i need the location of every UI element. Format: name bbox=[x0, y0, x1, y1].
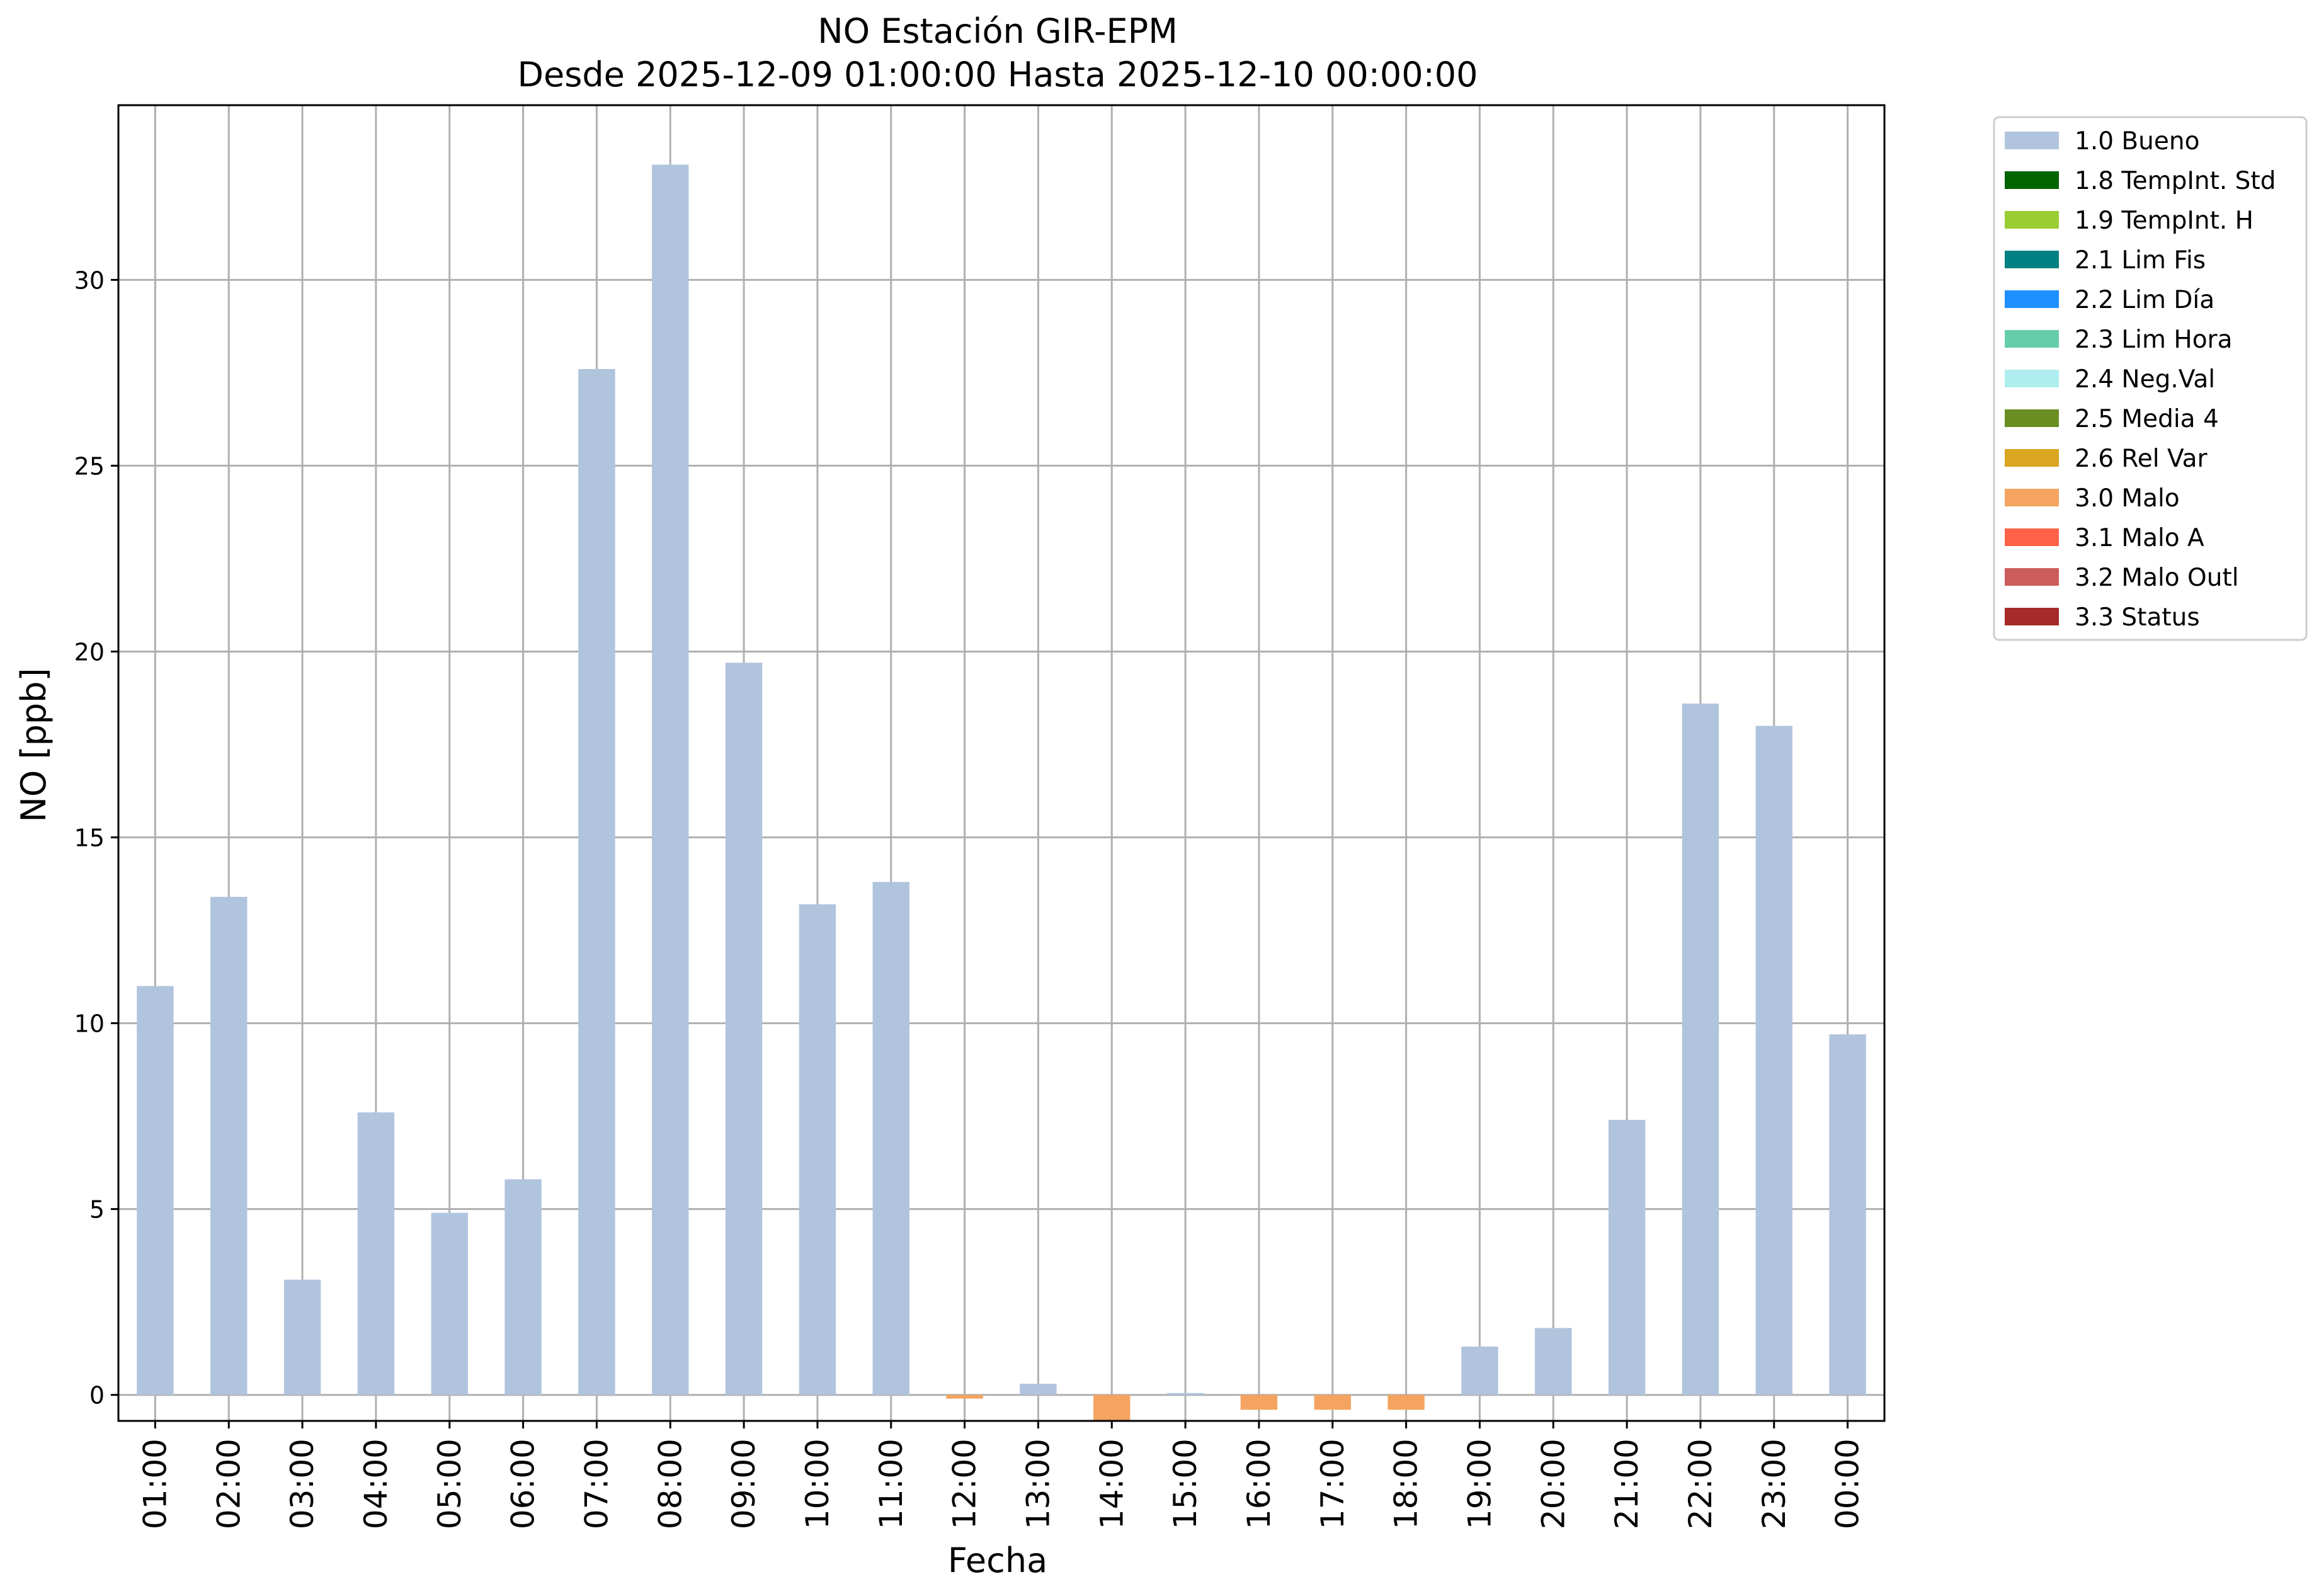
legend-swatch bbox=[2005, 568, 2059, 586]
x-tick-label: 22:00 bbox=[1682, 1439, 1719, 1529]
bar bbox=[357, 1112, 395, 1395]
x-tick-label: 19:00 bbox=[1461, 1439, 1498, 1529]
bar bbox=[431, 1212, 468, 1395]
legend-box bbox=[1993, 116, 2308, 641]
x-axis-label: Fecha bbox=[948, 1541, 1047, 1580]
x-tick-label: 18:00 bbox=[1388, 1439, 1425, 1529]
x-tick-label: 13:00 bbox=[1020, 1439, 1056, 1529]
legend-swatch bbox=[2005, 370, 2059, 387]
x-tick-label: 14:00 bbox=[1093, 1439, 1130, 1529]
legend-label: 2.3 Lim Hora bbox=[2075, 326, 2233, 354]
bar bbox=[283, 1279, 321, 1395]
x-tick-label: 01:00 bbox=[137, 1439, 173, 1529]
bar bbox=[1829, 1034, 1866, 1395]
y-tick-label: 30 bbox=[74, 266, 105, 294]
legend-label: 1.9 TempInt. H bbox=[2075, 207, 2253, 235]
y-tick-label: 5 bbox=[89, 1196, 105, 1224]
bar bbox=[578, 368, 615, 1395]
bar bbox=[1461, 1346, 1498, 1395]
legend-label: 1.0 Bueno bbox=[2075, 127, 2199, 156]
x-tick-label: 07:00 bbox=[578, 1439, 615, 1529]
legend-swatch bbox=[2005, 489, 2059, 506]
x-tick-label: 04:00 bbox=[358, 1439, 394, 1529]
bar bbox=[1093, 1394, 1131, 1421]
bar bbox=[1166, 1393, 1204, 1395]
bar bbox=[137, 986, 174, 1395]
legend-swatch bbox=[2005, 528, 2059, 546]
y-axis-label: NO [ppb] bbox=[14, 668, 54, 822]
bar bbox=[799, 904, 836, 1395]
legend: 1.0 Bueno 1.8 TempInt. Std 1.9 TempInt. H 2… bbox=[1993, 116, 2308, 641]
legend-label: 2.2 Lim Día bbox=[2075, 286, 2214, 314]
legend-label: 3.0 Malo bbox=[2075, 484, 2180, 513]
x-tick-label: 08:00 bbox=[652, 1439, 688, 1529]
bar bbox=[652, 164, 689, 1395]
x-tick-label: 17:00 bbox=[1314, 1439, 1351, 1529]
bar bbox=[1608, 1120, 1646, 1395]
bar bbox=[725, 663, 763, 1395]
x-tick-label: 03:00 bbox=[284, 1439, 321, 1529]
bar bbox=[1535, 1328, 1572, 1395]
y-tick-label: 20 bbox=[74, 638, 105, 666]
plot-frame bbox=[117, 104, 1886, 1422]
bar bbox=[1240, 1394, 1278, 1410]
x-tick-label: 15:00 bbox=[1167, 1439, 1204, 1529]
legend-label: 1.8 TempInt. Std bbox=[2075, 167, 2276, 195]
x-tick-label: 09:00 bbox=[726, 1439, 762, 1529]
bar bbox=[1314, 1394, 1351, 1410]
x-tick-label: 10:00 bbox=[799, 1439, 836, 1529]
x-tick-label: 11:00 bbox=[873, 1439, 909, 1529]
legend-swatch bbox=[2005, 171, 2059, 189]
x-tick-label: 06:00 bbox=[505, 1439, 542, 1529]
bar bbox=[1755, 726, 1792, 1395]
bar bbox=[872, 882, 909, 1395]
bars bbox=[137, 164, 1866, 1421]
legend-swatch bbox=[2005, 290, 2059, 308]
x-tick-label: 02:00 bbox=[210, 1439, 247, 1529]
bar bbox=[210, 896, 248, 1395]
x-tick-label: 00:00 bbox=[1830, 1439, 1866, 1529]
y-tick-label: 25 bbox=[74, 452, 105, 480]
axes: 0 5 10 15 20 25 30 01:00 02:00 03:00 04:00 05:00 06:… bbox=[74, 104, 1886, 1529]
bar bbox=[1387, 1394, 1425, 1410]
x-tick-label: 05:00 bbox=[431, 1439, 468, 1529]
x-tick-label: 20:00 bbox=[1535, 1439, 1571, 1529]
legend-swatch bbox=[2005, 409, 2059, 427]
legend-label: 2.4 Neg.Val bbox=[2075, 365, 2215, 394]
legend-label: 3.2 Malo Outl bbox=[2075, 564, 2239, 592]
legend-label: 3.3 Status bbox=[2075, 603, 2200, 632]
x-tick-label: 23:00 bbox=[1756, 1439, 1792, 1529]
legend-swatch bbox=[2005, 251, 2059, 268]
legend-label: 2.6 Rel Var bbox=[2075, 445, 2208, 473]
chart-title: NO Estación GIR-EPM bbox=[818, 11, 1178, 51]
y-tick-label: 10 bbox=[74, 1010, 105, 1038]
legend-swatch bbox=[2005, 211, 2059, 229]
bar bbox=[946, 1394, 983, 1399]
x-tick-label: 21:00 bbox=[1609, 1439, 1645, 1529]
bar bbox=[1682, 704, 1719, 1395]
bar bbox=[504, 1179, 542, 1395]
legend-swatch bbox=[2005, 132, 2059, 149]
y-tick-label: 0 bbox=[89, 1382, 105, 1410]
x-tick-label: 12:00 bbox=[947, 1439, 983, 1529]
legend-label: 2.1 Lim Fis bbox=[2075, 246, 2206, 275]
legend-swatch bbox=[2005, 330, 2059, 348]
bar bbox=[1020, 1383, 1057, 1395]
legend-swatch bbox=[2005, 449, 2059, 467]
x-tick-label: 16:00 bbox=[1241, 1439, 1277, 1529]
legend-swatch bbox=[2005, 608, 2059, 625]
chart-subtitle: Desde 2025-12-09 01:00:00 Hasta 2025-12-… bbox=[517, 55, 1478, 94]
y-tick-label: 15 bbox=[74, 824, 105, 852]
legend-label: 2.5 Media 4 bbox=[2075, 405, 2219, 433]
legend-label: 3.1 Malo A bbox=[2075, 524, 2204, 552]
